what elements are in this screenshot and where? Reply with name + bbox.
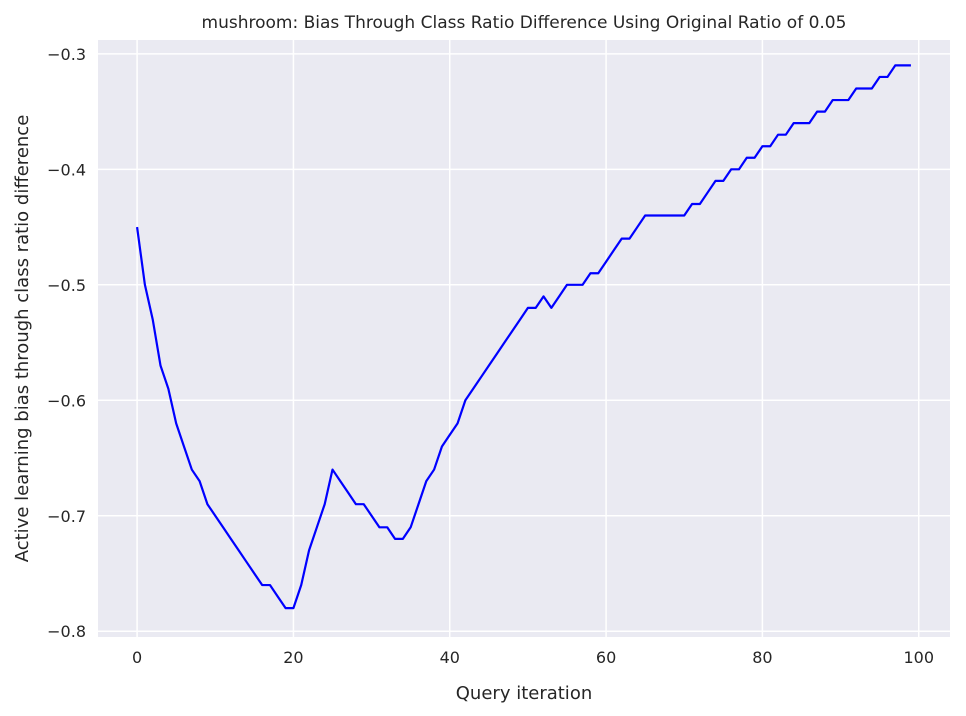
y-tick-label: −0.8 [47, 622, 86, 641]
x-tick-label: 100 [903, 648, 934, 667]
series-line [135, 64, 911, 610]
plot-area [98, 40, 950, 637]
tick-labels: 0 20 40 60 80 100 −0.3 −0.4 −0.5 −0.6 −0.7 −0.8 [47, 45, 934, 667]
x-axis-label: Query iteration [456, 683, 592, 704]
y-tick-label: −0.3 [47, 45, 86, 64]
x-tick-label: 20 [283, 648, 303, 667]
y-tick-label: −0.7 [47, 507, 86, 526]
y-tick-label: −0.5 [47, 276, 86, 295]
y-axis-label: Active learning bias through class ratio… [12, 115, 33, 563]
y-tick-label: −0.6 [47, 391, 86, 410]
chart-title: mushroom: Bias Through Class Ratio Diffe… [202, 13, 847, 33]
x-tick-label: 0 [132, 648, 142, 667]
grid [98, 40, 950, 637]
x-tick-label: 40 [440, 648, 460, 667]
y-tick-label: −0.4 [47, 160, 86, 179]
x-tick-label: 80 [752, 648, 772, 667]
x-tick-label: 60 [596, 648, 616, 667]
